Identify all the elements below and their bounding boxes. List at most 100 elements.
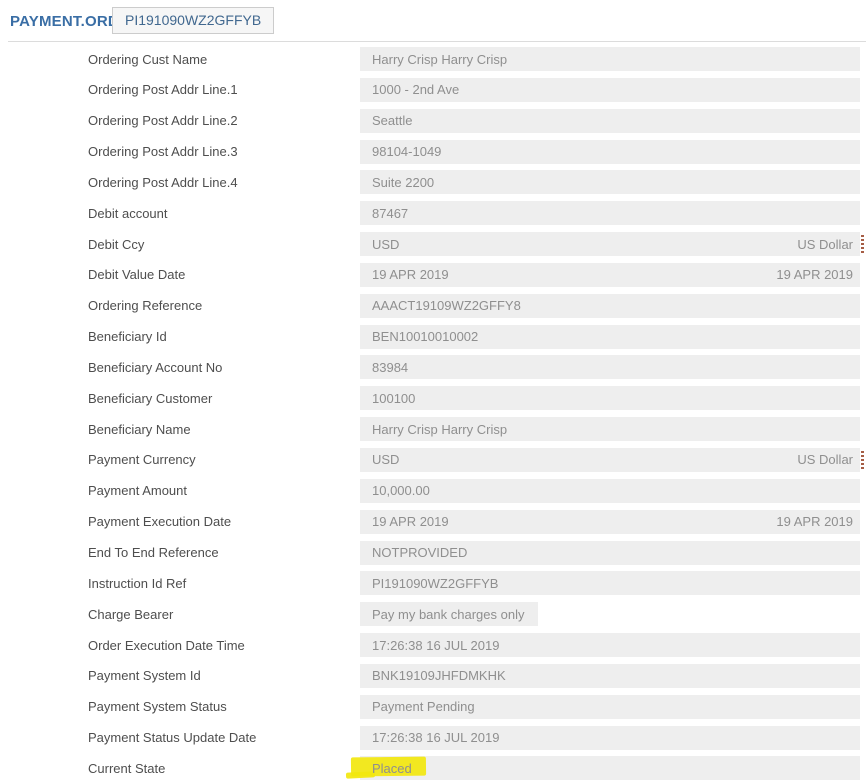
field-value-text: 87467 bbox=[372, 205, 409, 221]
field-value-text: Seattle bbox=[372, 113, 413, 129]
field-value[interactable]: 1000 - 2nd Ave bbox=[360, 77, 860, 102]
field-label: Payment System Status bbox=[88, 699, 227, 715]
field-label: Beneficiary Account No bbox=[88, 359, 223, 375]
field-row: Payment System Status Payment Pending bbox=[88, 694, 866, 719]
field-secondary-value: 19 APR 2019 bbox=[776, 267, 853, 283]
field-label: Ordering Post Addr Line.1 bbox=[88, 82, 238, 98]
field-label: Beneficiary Customer bbox=[88, 390, 213, 406]
field-value-text: Placed bbox=[372, 760, 412, 776]
field-value[interactable]: NOTPROVIDED bbox=[360, 540, 860, 565]
field-label: Debit Value Date bbox=[88, 267, 186, 283]
field-row: Ordering Post Addr Line.4 Suite 2200 bbox=[88, 170, 866, 195]
field-row: Order Execution Date Time 17:26:38 16 JU… bbox=[88, 633, 866, 658]
field-label: Beneficiary Id bbox=[88, 329, 167, 345]
field-value-text: 19 APR 2019 bbox=[372, 514, 449, 530]
field-value[interactable]: Seattle bbox=[360, 108, 860, 133]
field-row: End To End Reference NOTPROVIDED bbox=[88, 540, 866, 565]
field-value[interactable]: 17:26:38 16 JUL 2019 bbox=[360, 633, 860, 658]
field-label: Payment System Id bbox=[88, 668, 201, 684]
field-value[interactable]: USD US Dollar bbox=[360, 447, 860, 472]
field-row: Payment Status Update Date 17:26:38 16 J… bbox=[88, 725, 866, 750]
field-value[interactable]: Harry Crisp Harry Crisp bbox=[360, 417, 860, 442]
field-label: Charge Bearer bbox=[88, 606, 174, 622]
field-row: Ordering Post Addr Line.2 Seattle bbox=[88, 108, 866, 133]
field-value-text: Pay my bank charges only bbox=[372, 606, 525, 622]
field-value[interactable]: USD US Dollar bbox=[360, 232, 860, 257]
header-divider bbox=[8, 41, 866, 42]
highlight-marker-tail bbox=[345, 771, 376, 780]
field-value[interactable]: 10,000.00 bbox=[360, 478, 860, 503]
field-value-text: 19 APR 2019 bbox=[372, 267, 449, 283]
field-value[interactable]: 98104-1049 bbox=[360, 139, 860, 164]
field-value-text: PI191090WZ2GFFYB bbox=[372, 575, 499, 591]
field-label: Ordering Post Addr Line.2 bbox=[88, 113, 238, 129]
field-value[interactable]: Placed bbox=[345, 756, 860, 781]
field-value[interactable]: 19 APR 2019 19 APR 2019 bbox=[360, 509, 860, 534]
field-row: Payment Amount 10,000.00 bbox=[88, 478, 866, 503]
field-row: Payment Execution Date 19 APR 2019 19 AP… bbox=[88, 509, 866, 534]
field-label: Payment Status Update Date bbox=[88, 730, 257, 746]
field-value[interactable]: 100100 bbox=[360, 386, 860, 411]
vertical-dots-icon[interactable] bbox=[861, 235, 864, 254]
field-label: Debit Ccy bbox=[88, 236, 145, 252]
field-label: Ordering Cust Name bbox=[88, 51, 208, 67]
field-value-text: 10,000.00 bbox=[372, 483, 430, 499]
field-value[interactable]: Suite 2200 bbox=[360, 170, 860, 195]
field-row: Debit Ccy USD US Dollar bbox=[88, 232, 866, 257]
field-value-text: USD bbox=[372, 452, 400, 468]
field-row: Charge Bearer Pay my bank charges only bbox=[88, 602, 866, 627]
field-value-text: BEN10010010002 bbox=[372, 329, 479, 345]
field-value[interactable]: PI191090WZ2GFFYB bbox=[360, 571, 860, 596]
field-value-text: Harry Crisp Harry Crisp bbox=[372, 51, 508, 67]
field-label: Payment Currency bbox=[88, 452, 196, 468]
field-value[interactable]: 17:26:38 16 JUL 2019 bbox=[360, 725, 860, 750]
field-row: Ordering Post Addr Line.1 1000 - 2nd Ave bbox=[88, 77, 866, 102]
page-title: PAYMENT.ORDER bbox=[10, 13, 141, 30]
field-row: Ordering Cust Name Harry Crisp Harry Cri… bbox=[88, 47, 866, 71]
field-row: Debit Value Date 19 APR 2019 19 APR 2019 bbox=[88, 262, 866, 287]
field-row: Ordering Reference AAACT19109WZ2GFFY8 bbox=[88, 293, 866, 318]
field-value[interactable]: AAACT19109WZ2GFFY8 bbox=[360, 293, 860, 318]
field-row: Beneficiary Customer 100100 bbox=[88, 386, 866, 411]
field-label: Payment Amount bbox=[88, 483, 187, 499]
field-label: Ordering Post Addr Line.4 bbox=[88, 174, 238, 190]
field-value-text: 1000 - 2nd Ave bbox=[372, 82, 460, 98]
field-value[interactable]: 83984 bbox=[360, 355, 860, 380]
field-value[interactable]: BEN10010010002 bbox=[360, 324, 860, 349]
field-label: Debit account bbox=[88, 205, 168, 221]
field-rows: Ordering Cust Name Harry Crisp Harry Cri… bbox=[0, 42, 866, 781]
field-row: Beneficiary Account No 83984 bbox=[88, 355, 866, 380]
field-secondary-value: US Dollar bbox=[797, 236, 853, 252]
field-value-text: 17:26:38 16 JUL 2019 bbox=[372, 730, 500, 746]
field-value[interactable]: 19 APR 2019 19 APR 2019 bbox=[360, 262, 860, 287]
field-label: Order Execution Date Time bbox=[88, 637, 245, 653]
field-label: Ordering Reference bbox=[88, 298, 203, 314]
field-secondary-value: US Dollar bbox=[797, 452, 853, 468]
field-value[interactable]: BNK19109JHFDMKHK bbox=[360, 663, 860, 688]
field-value-text: Payment Pending bbox=[372, 699, 475, 715]
field-row: Debit account 87467 bbox=[88, 201, 866, 226]
field-row: Payment Currency USD US Dollar bbox=[88, 447, 866, 472]
field-row: Ordering Post Addr Line.3 98104-1049 bbox=[88, 139, 866, 164]
field-value-text: 83984 bbox=[372, 359, 409, 375]
field-value[interactable]: Harry Crisp Harry Crisp bbox=[360, 47, 860, 71]
field-value[interactable]: 87467 bbox=[360, 201, 860, 226]
field-row: Instruction Id Ref PI191090WZ2GFFYB bbox=[88, 571, 866, 596]
field-value[interactable]: Payment Pending bbox=[360, 694, 860, 719]
field-row: Beneficiary Id BEN10010010002 bbox=[88, 324, 866, 349]
field-value[interactable]: Pay my bank charges only bbox=[360, 602, 539, 627]
field-row: Payment System Id BNK19109JHFDMKHK bbox=[88, 663, 866, 688]
vertical-dots-icon[interactable] bbox=[861, 450, 864, 469]
field-value-text: 100100 bbox=[372, 390, 416, 406]
field-value-text: 17:26:38 16 JUL 2019 bbox=[372, 637, 500, 653]
field-value-text: 98104-1049 bbox=[372, 144, 442, 160]
field-value-text: BNK19109JHFDMKHK bbox=[372, 668, 506, 684]
order-id-field[interactable]: PI191090WZ2GFFYB bbox=[112, 7, 275, 34]
field-label: End To End Reference bbox=[88, 545, 219, 560]
field-row: Current State Placed bbox=[88, 756, 866, 781]
field-label: Beneficiary Name bbox=[88, 421, 191, 437]
field-label: Current State bbox=[88, 760, 166, 776]
header: PAYMENT.ORDER PI191090WZ2GFFYB bbox=[0, 0, 866, 41]
field-value-text: AAACT19109WZ2GFFY8 bbox=[372, 298, 521, 314]
field-value-text: NOTPROVIDED bbox=[372, 545, 468, 560]
